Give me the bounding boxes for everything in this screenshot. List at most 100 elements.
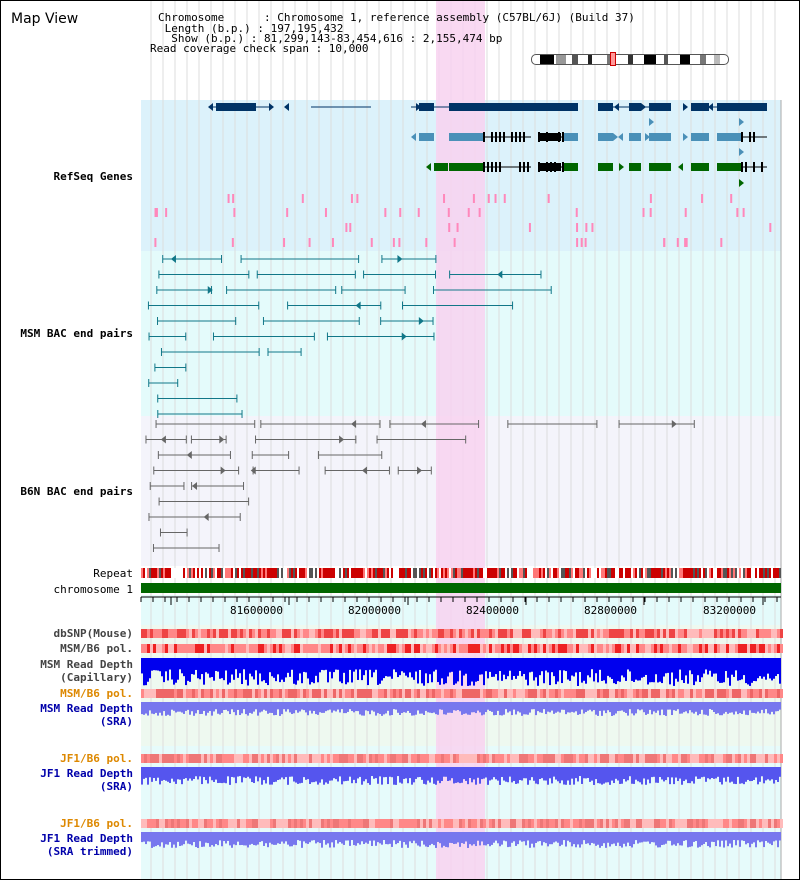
read-depth-bar xyxy=(731,702,733,713)
read-depth-bar xyxy=(293,832,295,845)
polymorphism-mark xyxy=(354,819,357,828)
polymorphism-mark xyxy=(357,754,360,763)
read-depth-bar xyxy=(681,832,683,846)
polymorphism-mark xyxy=(552,689,555,698)
read-depth-bar xyxy=(445,702,447,715)
polymorphism-mark xyxy=(369,819,372,828)
read-depth-bar xyxy=(555,832,557,842)
read-depth-bar xyxy=(149,702,151,711)
read-depth-bar xyxy=(775,832,777,841)
read-depth-bar xyxy=(695,702,697,712)
repeat-mark xyxy=(711,568,713,578)
polymorphism-mark xyxy=(234,819,237,828)
polymorphism-mark xyxy=(198,689,201,698)
read-depth-bar xyxy=(399,832,401,841)
read-depth-bar xyxy=(383,658,385,679)
repeat-mark xyxy=(401,568,403,578)
polymorphism-mark xyxy=(204,754,207,763)
read-depth-bar xyxy=(707,767,709,779)
read-depth-bar xyxy=(763,702,765,714)
read-depth-bar xyxy=(211,767,213,781)
read-depth-bar xyxy=(287,767,289,785)
polymorphism-mark xyxy=(459,689,462,698)
repeat-mark xyxy=(433,568,435,578)
repeat-mark xyxy=(459,568,461,578)
read-depth-bar xyxy=(391,832,393,847)
read-depth-bar xyxy=(321,832,323,848)
read-depth-bar xyxy=(167,658,169,681)
exon xyxy=(761,162,763,172)
repeat-mark xyxy=(429,568,431,578)
polymorphism-mark xyxy=(726,644,729,653)
read-depth-bar xyxy=(365,658,367,671)
strand-arrow xyxy=(417,466,423,475)
polymorphism-mark xyxy=(540,629,543,638)
polymorphism-mark xyxy=(378,689,381,698)
polymorphism-mark xyxy=(579,629,582,638)
read-depth-bar xyxy=(655,658,657,675)
read-depth-bar xyxy=(667,702,669,710)
polymorphism-mark xyxy=(588,754,591,763)
read-depth-bar xyxy=(475,702,477,714)
read-depth-bar xyxy=(337,702,339,710)
chromosome-ideogram[interactable] xyxy=(531,54,729,65)
read-depth-bar xyxy=(763,767,765,784)
polymorphism-mark xyxy=(648,689,651,698)
read-depth-bar xyxy=(521,702,523,716)
axis-tick-label: 82000000 xyxy=(348,604,401,617)
exon xyxy=(741,132,743,142)
repeat-mark xyxy=(381,568,383,578)
read-depth-bar xyxy=(617,832,619,843)
read-depth-bar xyxy=(503,832,505,841)
polymorphism-mark xyxy=(468,644,471,653)
read-depth-bar xyxy=(723,832,725,848)
read-depth-bar xyxy=(245,658,247,680)
read-depth-bar xyxy=(433,767,435,784)
read-depth-bar xyxy=(679,832,681,846)
repeat-mark xyxy=(217,568,219,578)
polymorphism-mark xyxy=(315,754,318,763)
read-depth-bar xyxy=(637,702,639,710)
polymorphism-mark xyxy=(687,754,690,763)
read-depth-bar xyxy=(625,767,627,782)
polymorphism-mark xyxy=(726,754,729,763)
polymorphism-mark xyxy=(603,754,606,763)
polymorphism-mark xyxy=(378,644,381,653)
read-depth-bar xyxy=(393,832,395,841)
repeat-mark xyxy=(231,568,233,578)
read-depth-bar xyxy=(299,702,301,712)
polymorphism-mark xyxy=(222,629,225,638)
read-depth-bar xyxy=(525,658,527,680)
read-depth-bar xyxy=(281,702,283,715)
read-depth-bar xyxy=(705,702,707,715)
read-depth-bar xyxy=(651,832,653,843)
read-depth-bar xyxy=(189,832,191,845)
strand-arrow xyxy=(192,482,198,490)
read-depth-bar xyxy=(491,702,493,712)
read-depth-bar xyxy=(411,658,413,678)
read-depth-bar xyxy=(589,832,591,846)
read-depth-bar xyxy=(571,658,573,676)
read-depth-bar xyxy=(255,702,257,710)
polymorphism-mark xyxy=(288,644,291,653)
polymorphism-mark xyxy=(591,689,594,698)
read-depth-bar xyxy=(231,658,233,675)
read-depth-bar xyxy=(243,702,245,710)
repeat-mark xyxy=(241,568,243,578)
polymorphism-mark xyxy=(387,689,390,698)
read-depth-bar xyxy=(261,832,263,842)
polymorphism-mark xyxy=(300,754,303,763)
polymorphism-mark xyxy=(192,689,195,698)
repeat-mark xyxy=(719,568,721,578)
read-depth-bar xyxy=(507,658,509,677)
polymorphism-mark xyxy=(336,644,339,653)
polymorphism-mark xyxy=(765,629,768,638)
polymorphism-mark xyxy=(765,754,768,763)
polymorphism-mark xyxy=(150,689,153,698)
read-depth-bar xyxy=(727,767,729,777)
repeat-mark xyxy=(159,568,161,578)
exon xyxy=(515,132,517,142)
repeat-mark xyxy=(203,568,205,578)
read-depth-bar xyxy=(571,832,573,847)
